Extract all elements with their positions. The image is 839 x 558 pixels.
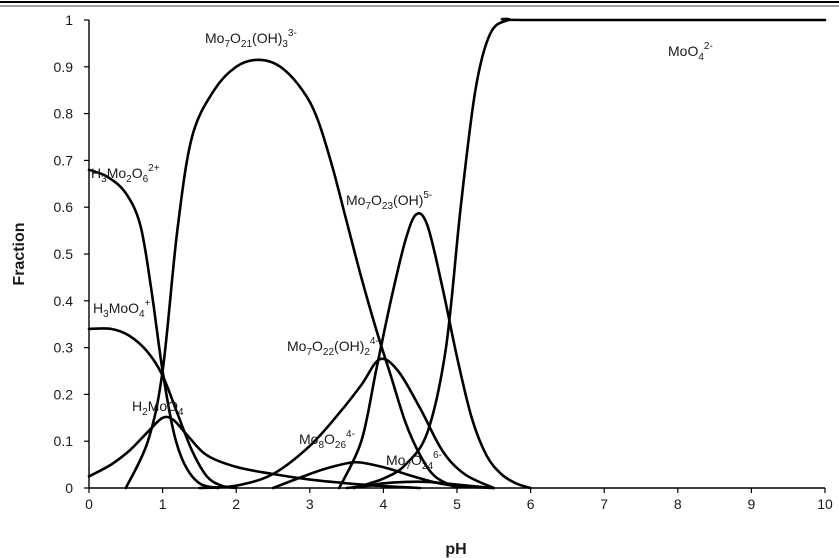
- x-tick-label: 6: [527, 496, 535, 512]
- series-label-3: H2MoO4: [132, 398, 184, 418]
- series-label-7: Mo8O264-: [299, 429, 355, 451]
- series-label-8: Mo7O246-: [386, 450, 442, 472]
- series-label-6: Mo7O22(OH)24-: [287, 336, 379, 358]
- axes: 0 1 2 3 4 5 6 7 8 9 10 0 0.1 0.2 0.3 0.4 0.5 0.6 0.7 0.8 0.9…: [54, 12, 833, 512]
- x-tick-label: 0: [85, 496, 93, 512]
- x-tick-label: 7: [600, 496, 608, 512]
- series-curve-2: [87, 327, 238, 490]
- series-curve-8: [345, 480, 496, 490]
- series-label-5: Mo7O23(OH)5-: [346, 190, 432, 212]
- series-curve-3: [87, 415, 422, 490]
- y-tick-label: 0.5: [54, 246, 74, 262]
- y-tick-label: 0.9: [54, 59, 74, 75]
- series-curve-4: [124, 58, 459, 490]
- x-tick-label: 8: [674, 496, 682, 512]
- species-labels: H3Mo2O62+ H3MoO4+ H2MoO4 Mo7O21(OH)33- Mo7O2…: [91, 28, 713, 472]
- x-tick-label: 1: [159, 496, 167, 512]
- series-curve-1: [87, 168, 220, 490]
- y-axis-title: Fraction: [11, 222, 28, 285]
- x-tick-label: 3: [306, 496, 314, 512]
- y-tick-label: 0.1: [54, 433, 74, 449]
- x-tick-label: 2: [232, 496, 240, 512]
- x-tick-label: 10: [817, 496, 833, 512]
- x-axis-title: pH: [445, 541, 466, 558]
- y-tick-label: 0.4: [54, 293, 74, 309]
- series-curve-6: [198, 357, 496, 490]
- y-tick-label: 0.3: [54, 340, 74, 356]
- x-tick-label: 9: [748, 496, 756, 512]
- y-tick-label: 0: [65, 480, 73, 496]
- y-tick-label: 0.2: [54, 386, 74, 402]
- series-label-9: MoO42-: [668, 41, 713, 63]
- y-tick-label: 0.8: [54, 106, 74, 122]
- x-tick-label: 5: [453, 496, 461, 512]
- curves: [87, 17, 827, 490]
- y-tick-label: 0.7: [54, 152, 74, 168]
- x-tick-label: 4: [380, 496, 388, 512]
- y-tick-label: 0.6: [54, 199, 74, 215]
- series-label-1: H3Mo2O62+: [91, 163, 160, 185]
- series-label-2: H3MoO4+: [93, 298, 151, 320]
- series-curve-9: [352, 17, 827, 490]
- series-curve-5: [337, 212, 532, 490]
- series-label-4: Mo7O21(OH)33-: [205, 28, 297, 50]
- y-tick-label: 1: [65, 12, 73, 28]
